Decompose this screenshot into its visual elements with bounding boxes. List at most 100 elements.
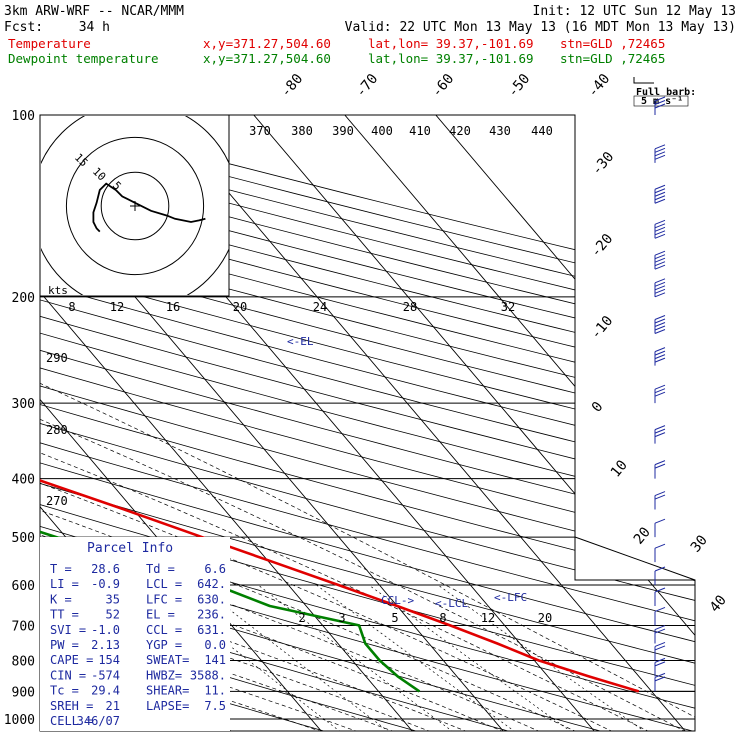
wind-barb-flag <box>654 491 666 497</box>
parcel-info-cell: 2.13 <box>91 638 120 652</box>
dry-adiabat <box>40 127 695 731</box>
theta-label: 390 <box>332 124 354 138</box>
parcel-info-cell: CIN = <box>50 668 86 682</box>
dry-adiabat <box>40 127 695 731</box>
parcel-info-cell: 35 <box>106 592 120 606</box>
parcel-info-cell: -1.0 <box>91 623 120 637</box>
theta-label: 440 <box>531 124 553 138</box>
moist-adiabat <box>40 309 614 731</box>
theta-label: 410 <box>409 124 431 138</box>
wind-barb-flag <box>654 384 666 390</box>
wind-barb-flag <box>654 292 666 298</box>
mixing-ratio-line <box>316 584 516 731</box>
isotherm-label: -80 <box>278 71 307 101</box>
sounding-profiles <box>40 115 640 693</box>
wind-barb <box>654 672 666 692</box>
dry-adiabat <box>40 127 695 731</box>
mixing-ratio-label: 32 <box>501 300 515 314</box>
wind-barb <box>654 657 666 677</box>
wind-barb <box>654 96 666 115</box>
wind-barb-flag <box>654 543 666 549</box>
theta-label: 280 <box>46 423 68 437</box>
theta-label: 290 <box>46 351 68 365</box>
parcel-info-cell: PW = <box>50 638 79 652</box>
pressure-tick-label: 1000 <box>4 713 35 728</box>
mixing-ratio-label: 8 <box>439 611 446 625</box>
valid-time: Valid: 22 UTC Mon 13 May 13 (16 MDT Mon … <box>345 20 736 35</box>
mixing-ratio-label: 12 <box>110 300 124 314</box>
wind-barb-flag <box>654 198 666 204</box>
wind-barb-flag <box>654 388 666 394</box>
wind-barb-flag <box>654 281 666 287</box>
wind-barb-flag <box>654 432 666 438</box>
theta-label: 420 <box>449 124 471 138</box>
wind-barb-flag <box>654 354 666 360</box>
wind-barb <box>654 491 666 510</box>
wind-barb-flag <box>654 606 666 612</box>
isotherm-label: -30 <box>589 149 618 179</box>
parcel-info-cell: Td = <box>146 562 175 576</box>
wind-barb-flag <box>654 315 666 320</box>
wind-barb-flag <box>654 587 666 593</box>
parcel-info-cell: -0.9 <box>91 577 120 591</box>
parcel-info-cell: 11. <box>204 684 226 698</box>
dewpoint-series-xy: x,y=371.27,504.60 <box>203 51 331 66</box>
pressure-tick-label: 800 <box>12 654 35 669</box>
wind-barb-flag <box>654 329 666 334</box>
parcel-info-cell: LFC = <box>146 592 182 606</box>
theta-label: 400 <box>371 124 393 138</box>
wind-barb <box>654 250 666 270</box>
isotherm-line <box>40 115 323 731</box>
mixing-ratio-label: 20 <box>538 611 552 625</box>
hodograph-ring <box>65 136 205 276</box>
parcel-info-cell: K = <box>50 592 72 606</box>
parcel-info-cell: CELL = <box>50 714 93 728</box>
wind-barb-flag <box>654 322 666 327</box>
parcel-info-cell: 29.4 <box>91 684 120 698</box>
wind-barb <box>654 347 666 366</box>
mixing-ratio-label: 3 <box>338 611 345 625</box>
isotherm-label: -40 <box>585 71 614 101</box>
barb-legend-title: Full barb: <box>636 87 696 98</box>
pressure-tick-label: 200 <box>12 291 35 306</box>
wind-barbs <box>654 96 666 692</box>
pressure-tick-label: 600 <box>12 579 35 594</box>
isotherm-label: 0 <box>589 399 607 416</box>
parcel-info-cell: 346/07 <box>77 714 120 728</box>
parcel-info-cell: CCL = <box>146 623 182 637</box>
parcel-info-box: Parcel Info T = 28.6 Td = 6.6 LI = -0.9 LCL = 6… <box>40 537 230 731</box>
parcel-info-cell: SVI = <box>50 623 86 637</box>
parcel-info-cell: 630. <box>197 592 226 606</box>
wind-barb <box>654 587 666 606</box>
wind-barb <box>654 315 666 334</box>
wind-barb-flag <box>654 672 666 678</box>
temperature-series-name: Temperature <box>8 36 91 51</box>
isotherm-label: 10 <box>608 457 631 480</box>
dry-adiabat <box>40 127 695 731</box>
wind-barb <box>654 642 666 661</box>
isotherm-line <box>412 115 695 731</box>
parcel-info-cell: 28.6 <box>91 562 120 576</box>
wind-barb-flag <box>654 257 666 263</box>
dry-adiabat <box>40 127 695 731</box>
hodograph-ring <box>100 171 170 241</box>
isotherm-label: 30 <box>688 532 711 555</box>
wind-barb-flag <box>654 195 666 201</box>
mixing-ratio-label: 12 <box>481 611 495 625</box>
parcel-info-cell: YGP = <box>146 638 182 652</box>
forecast-hours: 34 h <box>79 20 110 35</box>
wind-barb-flag <box>654 642 666 647</box>
temperature-series-xy: x,y=371.27,504.60 <box>203 36 331 51</box>
forecast-label: Fcst: <box>4 20 43 35</box>
pressure-tick-label: 400 <box>12 473 35 488</box>
moist-adiabat <box>40 309 359 731</box>
dry-adiabat <box>40 127 695 731</box>
wind-barb-flag <box>654 285 666 291</box>
mixing-ratio-line <box>152 584 341 731</box>
wind-barb <box>654 278 666 298</box>
dry-adiabat <box>40 127 695 731</box>
mixing-ratio-line <box>257 584 454 731</box>
isotherm-label: -50 <box>505 71 534 101</box>
mixing-ratio-label: 16 <box>166 300 180 314</box>
